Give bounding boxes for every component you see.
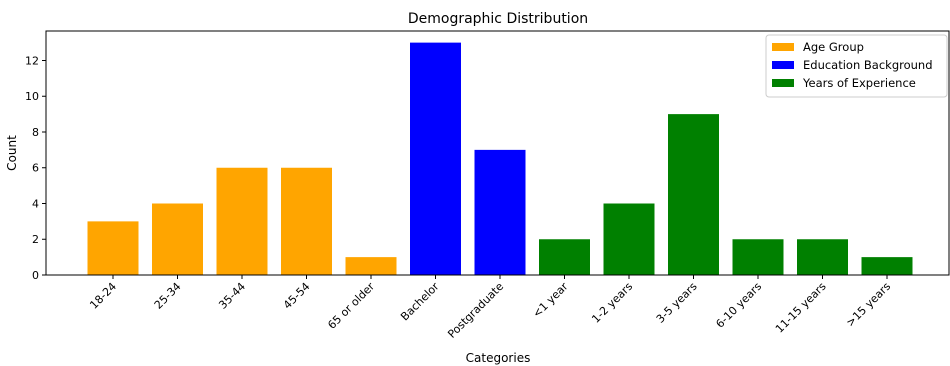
bar--15-years [861,257,913,275]
x-tick-label: <1 year [530,280,571,321]
bar-25-34 [152,203,203,275]
x-tick-label: 3-5 years [654,280,700,326]
y-axis-label: Count [5,135,19,171]
y-tick-label: 2 [32,233,39,246]
legend-swatch [772,79,794,87]
x-tick-label: 18-24 [87,280,119,312]
y-tick-label: 12 [25,54,39,67]
x-tick-label: >15 years [844,280,894,330]
x-tick-label: 1-2 years [589,280,635,326]
bar-35-44 [216,167,268,275]
y-tick-label: 10 [25,90,39,103]
bar-6-10-years [732,239,784,275]
plot-frame [45,30,950,276]
bar-bachelor [410,42,461,275]
legend: Age Group Education Background Years of Ex… [765,34,948,98]
bar-postgraduate [474,149,526,275]
y-tick-label: 0 [32,269,39,282]
y-tick-label: 6 [32,162,39,175]
x-tick-label: Postgraduate [445,280,506,341]
legend-box [765,34,948,98]
legend-label: Education Background [803,58,933,72]
y-tick-label: 4 [32,197,39,210]
legend-label: Age Group [803,40,864,54]
x-axis-label: Categories [466,351,531,365]
bar-3-5-years [668,114,719,275]
bar-18-24 [87,221,139,275]
bar-65-or-older [345,257,397,275]
chart-title: Demographic Distribution [408,11,588,27]
x-tick-label: 25-34 [152,280,184,312]
x-tick-label: 35-44 [216,280,248,312]
bar-1-2-years [603,203,655,275]
x-tick-label: 45-54 [281,280,313,312]
x-tick-label: 11-15 years [773,280,829,336]
y-tick-label: 8 [32,126,39,139]
legend-label: Years of Experience [802,76,916,90]
x-tick-label: 6-10 years [713,280,764,331]
bar--1-year [539,239,590,275]
x-tick-label: Bachelor [398,280,442,324]
bar-45-54 [281,167,332,275]
legend-swatch [772,61,794,69]
x-tick-label: 65 or older [325,280,377,332]
legend-swatch [772,43,794,51]
bar-11-15-years [797,239,848,275]
